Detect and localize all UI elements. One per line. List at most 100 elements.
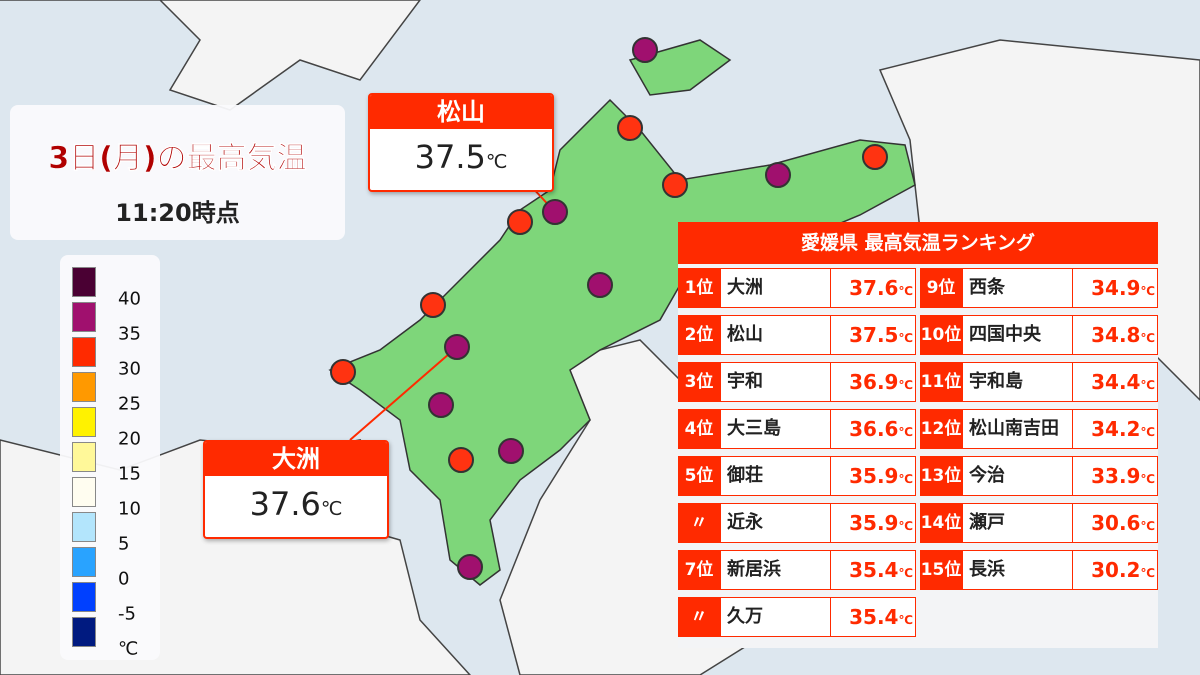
value: 30.6	[1091, 511, 1141, 535]
rank: 11位	[920, 362, 962, 402]
legend-swatch	[72, 337, 96, 367]
unit: ℃	[1140, 331, 1155, 345]
ranking-row: 2位 松山 37.5℃	[678, 315, 916, 355]
unit: ℃	[898, 566, 913, 580]
temperature: 34.2℃	[1072, 409, 1158, 449]
callout-name: 大洲	[205, 442, 387, 476]
temperature: 35.4℃	[830, 550, 916, 590]
unit: ℃	[1140, 284, 1155, 298]
legend-label: 5	[118, 533, 130, 555]
unit: ℃	[320, 497, 343, 520]
unit: ℃	[898, 613, 913, 627]
rank: 7位	[678, 550, 720, 590]
station-name: 宇和島	[962, 362, 1076, 402]
temperature: 34.8℃	[1072, 315, 1158, 355]
station-name: 松山南吉田	[962, 409, 1076, 449]
legend-label: 10	[118, 498, 141, 520]
rank: 〃	[678, 597, 720, 637]
value: 37.6	[249, 485, 321, 523]
temperature: 33.9℃	[1072, 456, 1158, 496]
temperature: 35.9℃	[830, 456, 916, 496]
legend-label: 40	[118, 288, 141, 310]
temperature: 35.4℃	[830, 597, 916, 637]
station	[428, 392, 454, 418]
unit: ℃	[898, 425, 913, 439]
ranking-row: 〃久万 35.4℃	[678, 597, 916, 637]
legend-swatch	[72, 302, 96, 332]
legend-label: 25	[118, 393, 141, 415]
callout-value: 37.6℃	[205, 476, 387, 537]
ranking-row: 15位 長浜 30.2℃	[920, 550, 1158, 590]
unit: ℃	[485, 150, 508, 173]
rank: 10位	[920, 315, 962, 355]
temperature: 30.6℃	[1072, 503, 1158, 543]
rank: 4位	[678, 409, 720, 449]
unit: ℃	[1140, 519, 1155, 533]
station	[662, 172, 688, 198]
ehime	[328, 98, 916, 586]
temperature: 36.9℃	[830, 362, 916, 402]
rank: 14位	[920, 503, 962, 543]
station-name: 新居浜	[720, 550, 834, 590]
ranking-row: 10位 四国中央 34.8℃	[920, 315, 1158, 355]
stations	[330, 37, 888, 580]
legend: 40 35 30 25 20 15 10 5 0 -5 ℃	[60, 255, 160, 660]
station-name: 西条	[962, 268, 1076, 308]
legend-swatch	[72, 442, 96, 472]
station	[444, 334, 470, 360]
ranking-row: 12位 松山南吉田 34.2℃	[920, 409, 1158, 449]
value: 35.9	[849, 464, 899, 488]
station-name: 今治	[962, 456, 1076, 496]
station	[632, 37, 658, 63]
ranking-row: 9位 西条 34.9℃	[920, 268, 1158, 308]
value: 37.6	[849, 276, 899, 300]
station-name: 大三島	[720, 409, 834, 449]
station-name: 四国中央	[962, 315, 1076, 355]
value: 35.9	[849, 511, 899, 535]
rank: 〃	[678, 503, 720, 543]
legend-swatch	[72, 582, 96, 612]
callout-value: 37.5℃	[370, 129, 552, 190]
value: 37.5	[849, 323, 899, 347]
station-name: 近永	[720, 503, 834, 543]
station	[330, 359, 356, 385]
station-name: 長浜	[962, 550, 1076, 590]
ranking-row: 5位 御荘 35.9℃	[678, 456, 916, 496]
value: 33.9	[1091, 464, 1141, 488]
ranking-panel: 愛媛県 最高気温ランキング 1位 大洲 37.6℃ 2位 松山 37.5℃ 3位 宇和 36.9…	[678, 222, 1158, 648]
legend-swatch	[72, 547, 96, 577]
station	[862, 144, 888, 170]
legend-swatch	[72, 617, 96, 647]
unit: ℃	[898, 472, 913, 486]
station-name: 宇和	[720, 362, 834, 402]
station-name: 御荘	[720, 456, 834, 496]
legend-unit: ℃	[118, 638, 139, 660]
station-name: 久万	[720, 597, 834, 637]
rank: 15位	[920, 550, 962, 590]
unit: ℃	[898, 284, 913, 298]
ranking-title: 愛媛県 最高気温ランキング	[678, 222, 1158, 264]
station	[507, 209, 533, 235]
ranking-row: 4位 大三島 36.6℃	[678, 409, 916, 449]
rank: 12位	[920, 409, 962, 449]
subtitle: 11:20時点	[115, 199, 240, 227]
value: 35.4	[849, 558, 899, 582]
callout: 松山 37.5℃	[368, 93, 554, 192]
value: 37.5	[414, 138, 486, 176]
unit: ℃	[898, 331, 913, 345]
temperature: 34.9℃	[1072, 268, 1158, 308]
value: 34.4	[1091, 370, 1141, 394]
legend-swatch	[72, 267, 96, 297]
unit: ℃	[1140, 425, 1155, 439]
station	[617, 115, 643, 141]
station-name: 松山	[720, 315, 834, 355]
legend-label: 0	[118, 568, 130, 590]
unit: ℃	[898, 378, 913, 392]
station	[765, 162, 791, 188]
title: 3日(月)の最高気温	[48, 141, 307, 177]
unit: ℃	[1140, 472, 1155, 486]
rank: 9位	[920, 268, 962, 308]
land	[0, 0, 421, 111]
value: 34.9	[1091, 276, 1141, 300]
